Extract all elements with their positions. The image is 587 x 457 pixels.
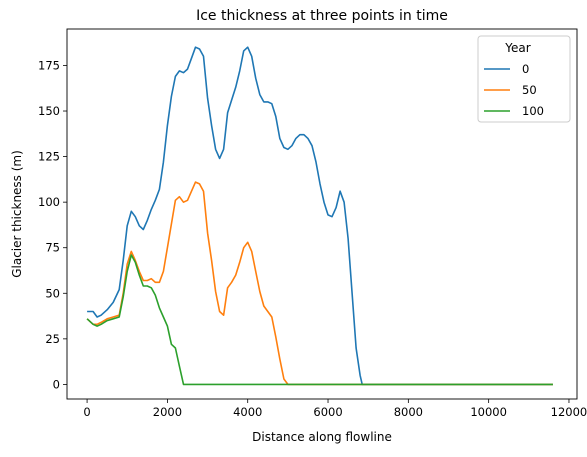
- plot-area: [86, 46, 553, 386]
- y-tick-label: 175: [38, 58, 60, 72]
- x-axis-label: Distance along flowline: [252, 430, 392, 444]
- y-axis-label: Glacier thickness (m): [10, 150, 24, 278]
- legend-box: [477, 35, 571, 123]
- x-tick-label: 4000: [233, 405, 262, 419]
- series-line-100: [86, 254, 553, 386]
- legend-title: Year: [504, 41, 530, 55]
- legend-label-0: 0: [522, 62, 529, 76]
- y-tick-label: 150: [38, 104, 60, 118]
- y-tick-label: 50: [45, 286, 60, 300]
- series-line-50: [86, 181, 553, 386]
- x-tick-label: 6000: [313, 405, 342, 419]
- x-tick-label: 2000: [153, 405, 182, 419]
- x-tick-label: 12000: [551, 405, 587, 419]
- axes-frame: [66, 28, 578, 400]
- series-line-0: [87, 46, 553, 386]
- legend-label-100: 100: [522, 104, 544, 118]
- x-tick-label: 0: [83, 405, 90, 419]
- y-tick-label: 25: [45, 332, 60, 346]
- y-tick-label: 75: [45, 241, 60, 255]
- x-tick-label: 8000: [394, 405, 423, 419]
- x-tick-label: 10000: [470, 405, 507, 419]
- legend-label-50: 50: [522, 83, 537, 97]
- legend: Year 0 50 100: [477, 35, 571, 123]
- y-tick-label: 0: [53, 377, 60, 391]
- y-tick-label: 100: [38, 195, 60, 209]
- chart-title: Ice thickness at three points in time: [196, 8, 448, 24]
- y-tick-label: 125: [38, 150, 60, 164]
